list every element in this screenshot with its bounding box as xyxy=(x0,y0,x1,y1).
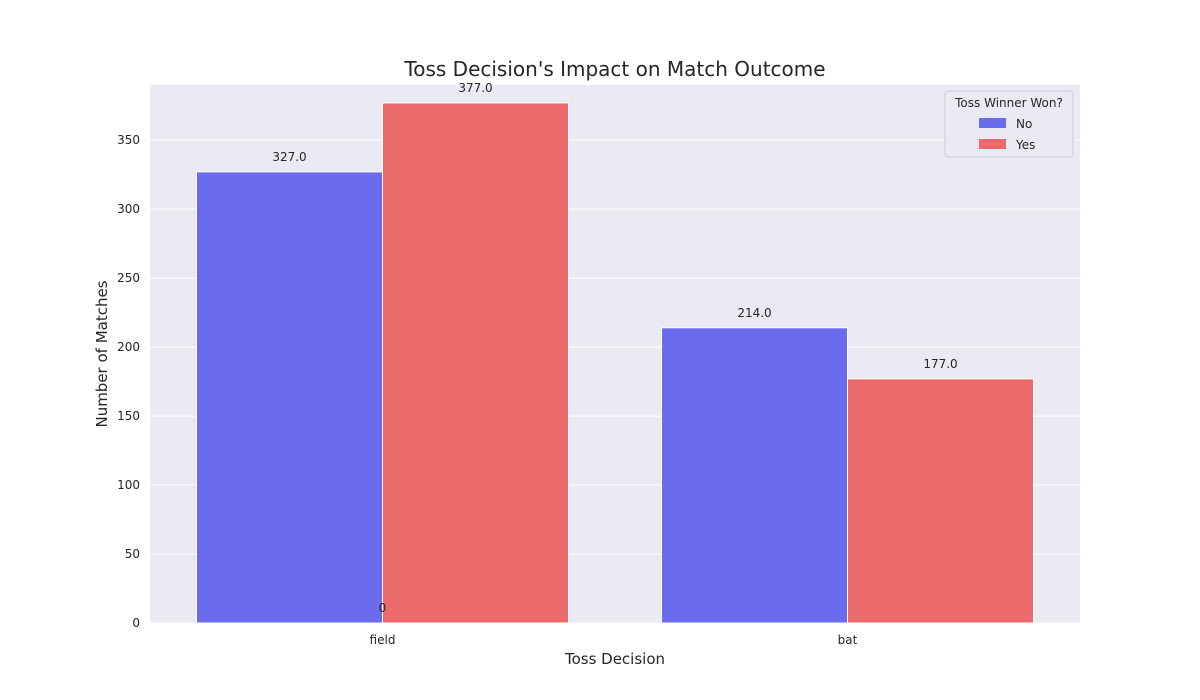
bar-yes-bat xyxy=(847,378,1034,624)
legend-title: Toss Winner Won? xyxy=(954,96,1063,110)
chart-title: Toss Decision's Impact on Match Outcome xyxy=(403,57,825,81)
y-tick-label-250: 250 xyxy=(117,271,140,285)
y-tick-label-150: 150 xyxy=(117,409,140,423)
y-tick-label-50: 50 xyxy=(125,547,140,561)
data-labels: 327.0 377.0 214.0 177.0 0 xyxy=(272,81,957,615)
y-tick-label-0: 0 xyxy=(132,616,140,630)
y-tick-label-350: 350 xyxy=(117,133,140,147)
legend-label-yes: Yes xyxy=(1015,138,1035,152)
legend: Toss Winner Won? No Yes xyxy=(944,90,1074,158)
y-tick-label-200: 200 xyxy=(117,340,140,354)
legend-swatch-no xyxy=(979,118,1006,128)
data-label-yes-bat: 177.0 xyxy=(923,357,957,371)
bar-group xyxy=(196,102,1034,624)
bar-no-bat xyxy=(661,327,848,624)
y-axis-ticks: 0 50 100 150 200 250 300 350 xyxy=(117,133,140,630)
legend-label-no: No xyxy=(1016,117,1032,131)
x-axis-label: Toss Decision xyxy=(564,650,665,668)
data-label-no-field: 327.0 xyxy=(272,150,306,164)
bar-yes-field xyxy=(382,102,569,624)
legend-frame xyxy=(944,90,1074,158)
legend-swatch-yes xyxy=(979,139,1006,149)
y-tick-label-300: 300 xyxy=(117,202,140,216)
x-tick-label-field: field xyxy=(370,633,396,647)
x-tick-label-bat: bat xyxy=(838,633,858,647)
data-label-zero: 0 xyxy=(379,601,387,615)
data-label-no-bat: 214.0 xyxy=(737,306,771,320)
bar-no-field xyxy=(196,171,383,624)
y-tick-label-100: 100 xyxy=(117,478,140,492)
y-axis-label: Number of Matches xyxy=(93,280,111,427)
data-label-yes-field: 377.0 xyxy=(458,81,492,95)
x-axis-ticks: field bat xyxy=(370,633,858,647)
